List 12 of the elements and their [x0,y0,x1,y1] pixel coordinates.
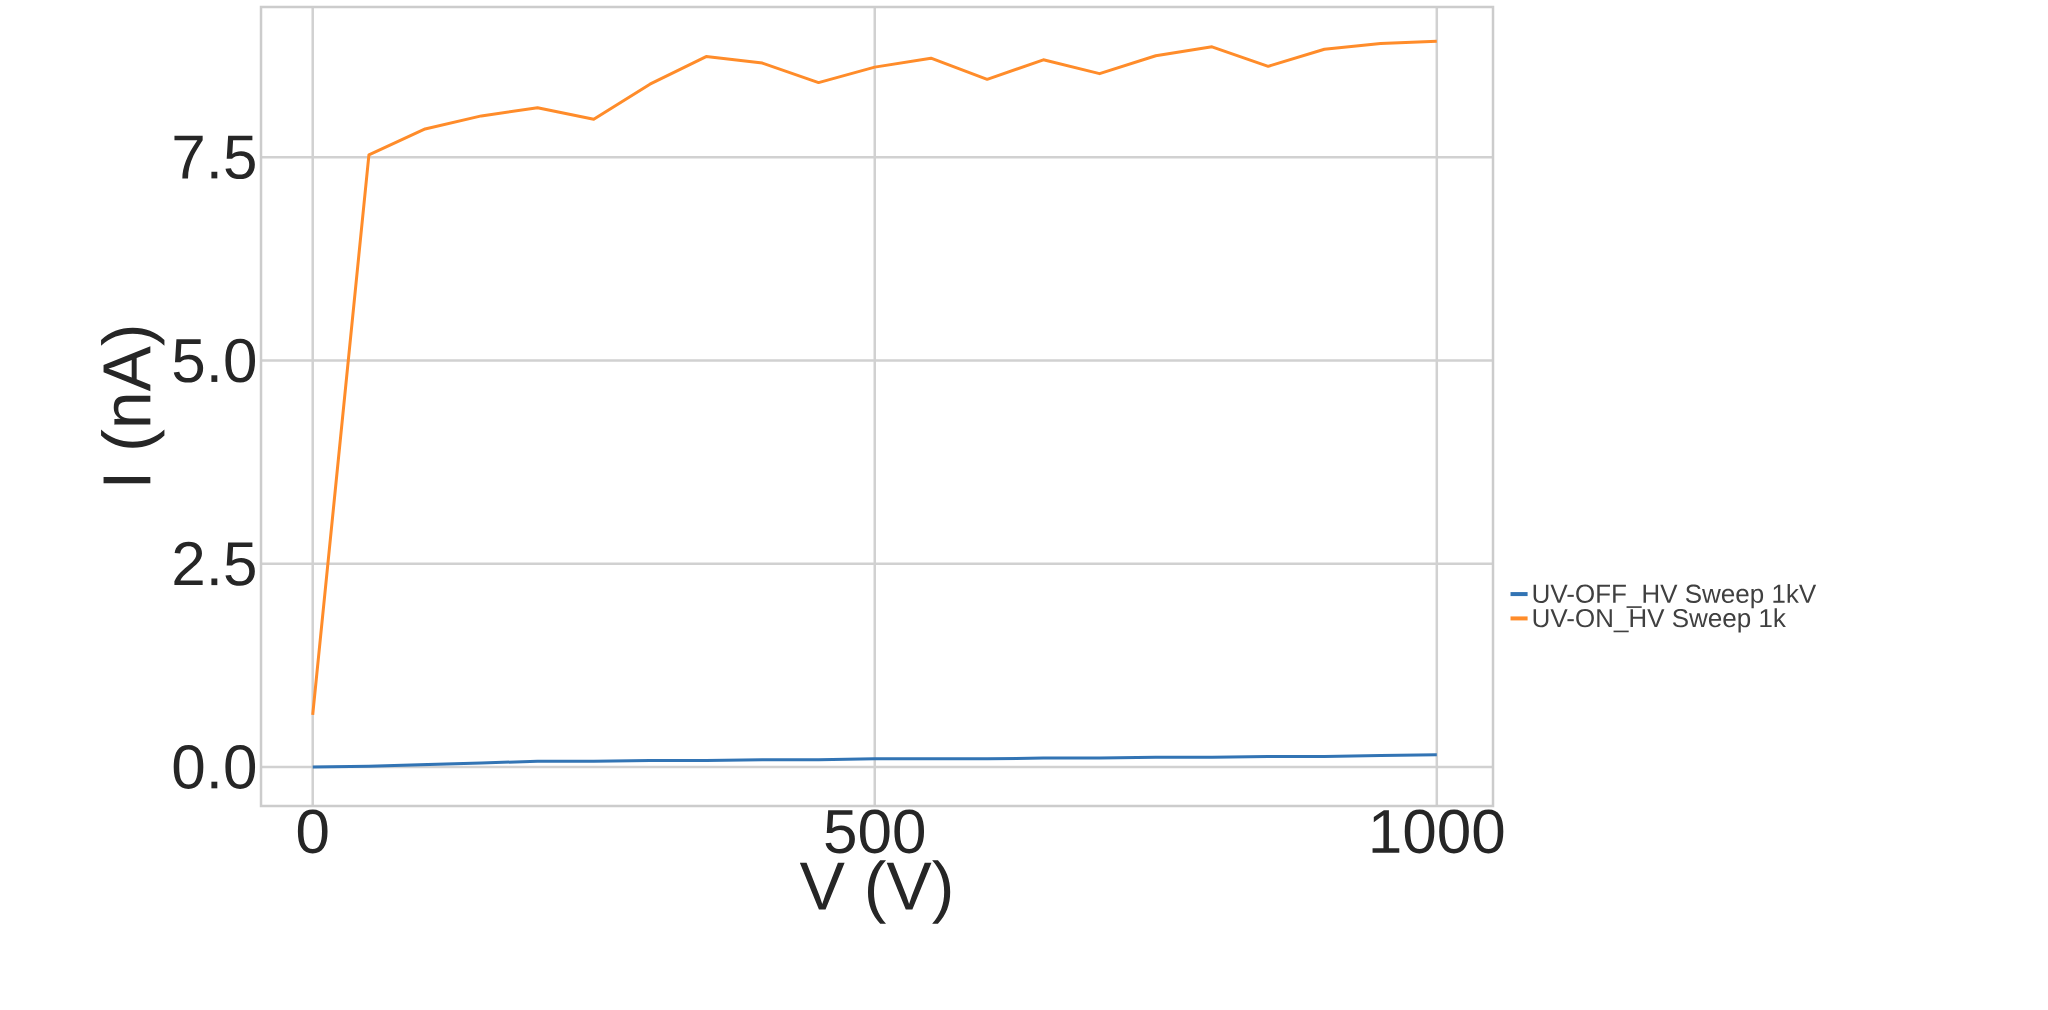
y-tick-label: 5.0 [173,338,256,383]
y-tick-label: 0.0 [173,745,256,789]
y-tick-label: 2.5 [174,541,255,586]
x-tick-label: 0 [297,809,328,854]
legend-label: UV-OFF_HV Sweep 1kV [1533,583,1817,609]
y-axis-title: I (nA) [101,327,165,484]
line-series [311,39,1439,717]
legend-label: UV-ON_HV Sweep 1k [1533,608,1786,633]
x-tick-label: 1000 [1372,809,1504,854]
x-tick-label: 500 [825,809,925,854]
x-axis-title: V (V) [799,860,951,924]
y-tick-label: 7.5 [174,135,255,179]
